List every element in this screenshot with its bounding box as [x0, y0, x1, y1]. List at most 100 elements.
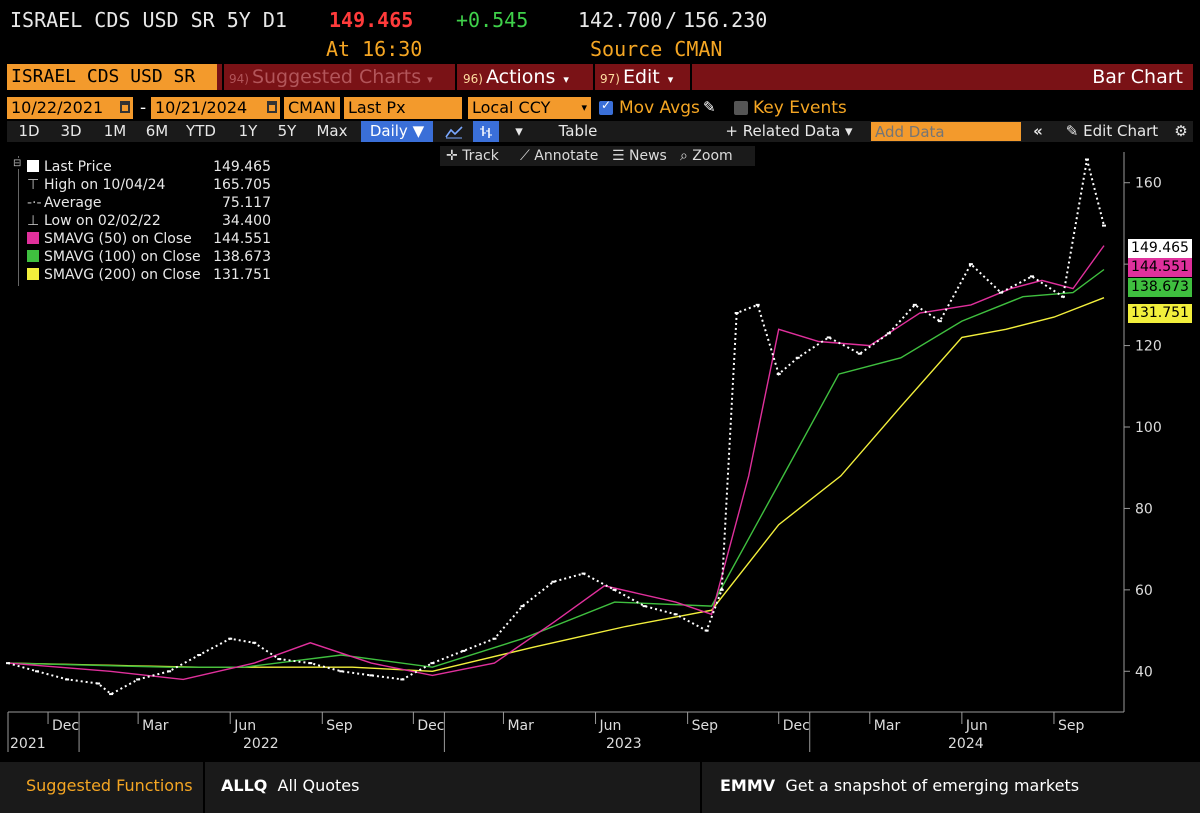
- price-bar: [369, 674, 374, 677]
- price-bar: [826, 336, 831, 339]
- frequency-dropdown[interactable]: Daily ▼: [361, 121, 433, 142]
- chevron-down-icon: ▾: [427, 73, 433, 86]
- bid-price: 142.700: [578, 8, 663, 32]
- edit-menu[interactable]: 97) Edit ▾: [600, 64, 673, 90]
- end-date-field[interactable]: 10/21/2024: [151, 97, 280, 119]
- pencil-icon: ✎: [1065, 122, 1079, 140]
- chart-subtoolbar: ✛ Track ⟋ Annotate ☰ News ⌕ Zoom: [440, 146, 755, 166]
- price-bar: [136, 678, 141, 681]
- x-tick-label: Jun: [599, 718, 622, 734]
- chart-style-dropdown-icon[interactable]: ▾: [515, 122, 523, 140]
- year-label: 2021: [10, 736, 46, 752]
- price-bar: [252, 641, 257, 644]
- average-marker-icon: -·-: [27, 195, 42, 211]
- legend-row[interactable]: SMAVG (200) on Close 131.751: [27, 266, 271, 284]
- function-desc: Get a snapshot of emerging markets: [785, 776, 1080, 795]
- legend-row[interactable]: SMAVG (50) on Close 144.551: [27, 230, 271, 248]
- price-bar: [912, 303, 917, 306]
- mov-avgs-checkbox[interactable]: ✓: [599, 98, 613, 115]
- ask-price: 156.230: [683, 8, 768, 32]
- track-tool[interactable]: ✛ Track: [446, 146, 499, 166]
- search-icon: ⌕: [680, 148, 688, 164]
- annotate-tool[interactable]: ⟋ Annotate: [520, 146, 598, 166]
- legend-row[interactable]: ⊥ Low on 02/02/22 34.400: [27, 212, 271, 230]
- key-events-checkbox[interactable]: [734, 101, 748, 115]
- news-label: News: [629, 148, 667, 164]
- crosshair-icon: ✛: [446, 148, 458, 164]
- legend-value: 75.117: [222, 195, 271, 211]
- y-tick-label: 40: [1135, 664, 1153, 680]
- source-field[interactable]: CMAN: [284, 97, 340, 119]
- function-emmv[interactable]: EMMV Get a snapshot of emerging markets: [720, 776, 1079, 795]
- collapse-legend-icon[interactable]: ⊟: [13, 158, 22, 169]
- period-1m[interactable]: 1M: [103, 122, 127, 140]
- currency-dropdown[interactable]: Local CCY ▾: [468, 97, 591, 119]
- mov-avgs-label[interactable]: Mov Avgs: [619, 98, 700, 118]
- legend-label: Low on 02/02/22: [44, 213, 161, 229]
- annotate-icon: ⟋: [520, 148, 530, 164]
- chart-toolbar: 1D 3D 1M 6M YTD 1Y 5Y Max Daily ▼ ▾ Tabl…: [7, 121, 1193, 142]
- y-tick-label: 80: [1135, 501, 1153, 517]
- function-allq[interactable]: ALLQ All Quotes: [221, 776, 359, 795]
- period-1y[interactable]: 1Y: [238, 122, 258, 140]
- edit-chart-button[interactable]: ✎ Edit Chart: [1053, 121, 1171, 142]
- calendar-icon[interactable]: [267, 101, 277, 113]
- actions-label: Actions: [485, 66, 556, 88]
- legend-row[interactable]: SMAVG (100) on Close 138.673: [27, 248, 271, 266]
- price-bar: [492, 637, 497, 640]
- chart-type-label: Bar Chart: [1092, 66, 1183, 88]
- add-data-input[interactable]: [871, 122, 1021, 141]
- price-bar: [65, 678, 70, 681]
- legend-row[interactable]: Last Price 149.465: [27, 158, 271, 176]
- zoom-tool[interactable]: ⌕ Zoom: [680, 146, 733, 166]
- period-ytd[interactable]: YTD: [186, 122, 216, 140]
- annotate-label: Annotate: [534, 148, 599, 164]
- calendar-icon[interactable]: [120, 101, 130, 113]
- price-bar: [937, 320, 942, 323]
- function-code: ALLQ: [221, 776, 268, 795]
- suggested-charts-number: 94): [229, 72, 249, 86]
- x-tick-label: Jun: [233, 718, 256, 734]
- chart-params-row: 10/22/2021 - 10/21/2024 CMAN Last Px Loc…: [7, 97, 1193, 119]
- period-max[interactable]: Max: [316, 122, 348, 140]
- suggested-functions-bar: Suggested Functions ALLQ All Quotes EMMV…: [0, 762, 1200, 813]
- x-tick-label: Jun: [965, 718, 988, 734]
- price-bar: [998, 291, 1003, 294]
- function-code: EMMV: [720, 776, 776, 795]
- suggested-charts-menu[interactable]: 94) Suggested Charts ▾: [229, 64, 433, 90]
- gear-icon[interactable]: ⚙: [1174, 122, 1188, 140]
- price-bar: [400, 678, 405, 681]
- bar-chart-icon[interactable]: [473, 121, 499, 142]
- line-chart-icon[interactable]: [443, 121, 465, 142]
- collapse-icon[interactable]: «: [1033, 122, 1043, 140]
- quote-header: ISRAEL CDS USD SR 5Y D1 149.465 +0.545 1…: [0, 0, 1200, 64]
- table-button[interactable]: Table: [558, 122, 598, 140]
- legend-row[interactable]: ⊤ High on 10/04/24 165.705: [27, 176, 271, 194]
- actions-number: 96): [463, 72, 483, 86]
- ticker-field[interactable]: ISRAEL CDS USD SR: [7, 64, 217, 90]
- actions-menu[interactable]: 96) Actions ▾: [463, 64, 569, 90]
- start-date-value: 10/22/2021: [11, 98, 104, 117]
- period-6m[interactable]: 6M: [145, 122, 169, 140]
- high-marker-icon: ⊤: [27, 177, 40, 193]
- news-tool[interactable]: ☰ News: [612, 146, 667, 166]
- key-events-label[interactable]: Key Events: [753, 98, 847, 118]
- field-selector[interactable]: Last Px: [344, 97, 462, 119]
- legend-label: Last Price: [44, 159, 112, 175]
- price-bar: [642, 605, 647, 608]
- price-bar: [673, 613, 678, 616]
- legend-row[interactable]: -·- Average 75.117: [27, 194, 271, 212]
- legend-value: 165.705: [213, 177, 271, 193]
- period-3d[interactable]: 3D: [60, 122, 82, 140]
- x-tick-label: Dec: [417, 718, 444, 734]
- checkmark-icon: ✓: [601, 98, 612, 112]
- period-5y[interactable]: 5Y: [277, 122, 297, 140]
- price-bar: [35, 670, 40, 673]
- related-data-button[interactable]: + Related Data ▾: [725, 122, 853, 140]
- period-1d[interactable]: 1D: [18, 122, 40, 140]
- price-bar: [1029, 275, 1034, 278]
- legend-label: Average: [44, 195, 102, 211]
- start-date-field[interactable]: 10/22/2021: [7, 97, 133, 119]
- legend-label: SMAVG (100) on Close: [44, 249, 201, 265]
- pencil-icon[interactable]: ✎: [703, 98, 716, 116]
